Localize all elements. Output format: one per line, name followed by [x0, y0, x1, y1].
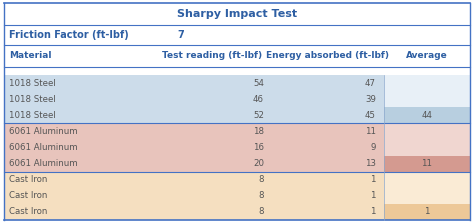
Text: Cast Iron: Cast Iron	[9, 191, 47, 200]
Text: Cast Iron: Cast Iron	[9, 207, 47, 217]
Bar	[4, 123, 384, 139]
Text: 6061 Aluminum: 6061 Aluminum	[9, 127, 78, 136]
Bar	[384, 172, 470, 188]
Bar	[384, 156, 470, 172]
Text: 1: 1	[371, 191, 376, 200]
Text: 47: 47	[365, 78, 376, 88]
Text: 1018 Steel: 1018 Steel	[9, 111, 56, 120]
Text: 13: 13	[365, 159, 376, 168]
Text: 45: 45	[365, 111, 376, 120]
Text: Average: Average	[406, 52, 448, 60]
Text: 1018 Steel: 1018 Steel	[9, 95, 56, 104]
Bar	[4, 45, 470, 67]
Text: 18: 18	[253, 127, 264, 136]
Text: Cast Iron: Cast Iron	[9, 175, 47, 184]
Bar	[4, 188, 384, 204]
Bar	[384, 139, 470, 156]
Text: 1018 Steel: 1018 Steel	[9, 78, 56, 88]
Text: Material: Material	[9, 52, 52, 60]
Bar	[384, 107, 470, 123]
Text: 20: 20	[253, 159, 264, 168]
Text: 44: 44	[421, 111, 432, 120]
Text: 6061 Aluminum: 6061 Aluminum	[9, 159, 78, 168]
Text: 8: 8	[258, 191, 264, 200]
Text: 9: 9	[371, 143, 376, 152]
Text: 39: 39	[365, 95, 376, 104]
Bar	[4, 172, 384, 188]
Text: Test reading (ft-lbf): Test reading (ft-lbf)	[162, 52, 262, 60]
Text: 11: 11	[421, 159, 432, 168]
Text: Sharpy Impact Test: Sharpy Impact Test	[177, 9, 297, 19]
Bar	[4, 204, 384, 220]
Bar	[4, 75, 384, 91]
Bar	[384, 204, 470, 220]
Text: 54: 54	[253, 78, 264, 88]
Bar	[4, 25, 470, 45]
Bar	[4, 139, 384, 156]
Bar	[4, 156, 384, 172]
Bar	[384, 188, 470, 204]
Text: Energy absorbed (ft-lbf): Energy absorbed (ft-lbf)	[266, 52, 390, 60]
Bar	[4, 91, 384, 107]
Bar	[4, 107, 384, 123]
Text: 7: 7	[177, 30, 184, 40]
Text: Friction Factor (ft-lbf): Friction Factor (ft-lbf)	[9, 30, 129, 40]
Text: 8: 8	[258, 207, 264, 217]
Text: 11: 11	[365, 127, 376, 136]
Bar	[384, 123, 470, 139]
Bar	[4, 67, 470, 75]
Text: 16: 16	[253, 143, 264, 152]
Bar	[4, 3, 470, 25]
Text: 1: 1	[424, 207, 430, 217]
Text: 1: 1	[371, 207, 376, 217]
Bar	[384, 91, 470, 107]
Text: 6061 Aluminum: 6061 Aluminum	[9, 143, 78, 152]
Text: 52: 52	[253, 111, 264, 120]
Bar	[384, 75, 470, 91]
Text: 8: 8	[258, 175, 264, 184]
Text: 46: 46	[253, 95, 264, 104]
Text: 1: 1	[371, 175, 376, 184]
